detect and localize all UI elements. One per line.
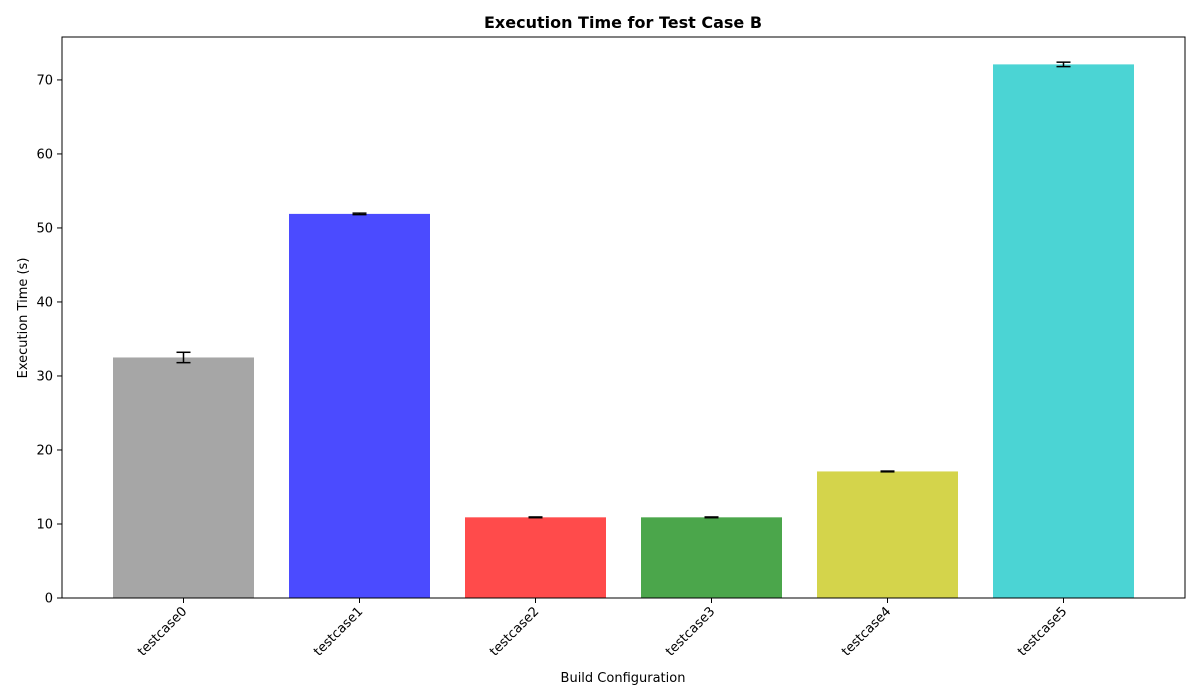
x-tick-label-testcase5: testcase5 <box>1015 604 1070 659</box>
error-bar-testcase2 <box>528 516 543 519</box>
error-bars-layer <box>176 61 1071 519</box>
error-bar-testcase0 <box>176 351 191 364</box>
x-tick-label-testcase3: testcase3 <box>663 604 718 659</box>
y-tick-label-30: 30 <box>36 369 53 384</box>
error-bar-testcase5 <box>1056 61 1071 68</box>
y-tick-label-10: 10 <box>36 517 53 532</box>
bar-testcase3 <box>641 517 782 598</box>
bars-layer <box>113 64 1134 598</box>
bar-testcase2 <box>465 517 606 598</box>
x-tick-label-testcase2: testcase2 <box>487 604 542 659</box>
y-tick-label-20: 20 <box>36 443 53 458</box>
error-bar-testcase1 <box>352 212 367 216</box>
y-tick-label-70: 70 <box>36 73 53 88</box>
bar-testcase4 <box>817 471 958 598</box>
bar-testcase5 <box>993 64 1134 598</box>
x-tick-label-testcase0: testcase0 <box>135 604 190 659</box>
y-tick-label-40: 40 <box>36 295 53 310</box>
y-axis: 0 10 20 30 40 50 60 70 <box>36 73 62 607</box>
y-tick-label-60: 60 <box>36 147 53 162</box>
y-tick-label-0: 0 <box>45 592 53 607</box>
y-tick-label-50: 50 <box>36 221 53 236</box>
x-tick-label-testcase4: testcase4 <box>839 604 894 659</box>
x-tick-label-testcase1: testcase1 <box>311 604 366 659</box>
y-axis-label: Execution Time (s) <box>16 258 31 379</box>
bar-testcase0 <box>113 357 254 598</box>
error-bar-testcase4 <box>880 470 895 473</box>
x-axis-label: Build Configuration <box>561 671 686 686</box>
chart-title: Execution Time for Test Case B <box>484 13 762 32</box>
x-axis: testcase0 testcase1 testcase2 testcase3 test… <box>135 598 1070 659</box>
bar-testcase1 <box>289 213 430 598</box>
plot-frame <box>61 36 1186 599</box>
error-bar-testcase3 <box>704 516 719 519</box>
